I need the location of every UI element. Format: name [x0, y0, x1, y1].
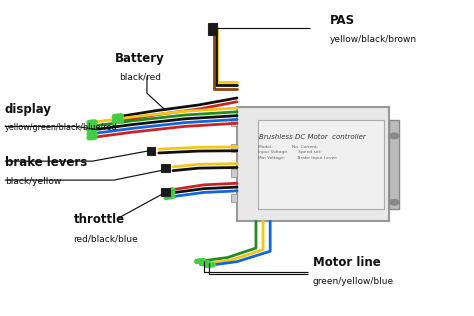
Text: green/yellow/blue: green/yellow/blue	[313, 277, 394, 286]
Text: black/red: black/red	[119, 73, 161, 82]
Text: black/yellow: black/yellow	[5, 177, 61, 186]
Text: PAS: PAS	[329, 14, 355, 27]
Text: Battery: Battery	[115, 52, 164, 65]
Text: Min Voltage:         Brake Input Lever:: Min Voltage: Brake Input Lever:	[258, 156, 338, 160]
Circle shape	[390, 199, 399, 205]
Text: yellow/black/brown: yellow/black/brown	[329, 35, 417, 44]
Bar	[389, 120, 399, 209]
Bar	[231, 144, 237, 152]
Bar	[237, 107, 389, 221]
Bar	[208, 23, 217, 35]
Text: red/black/blue: red/black/blue	[73, 234, 138, 243]
Text: Brushless DC Motor  controller: Brushless DC Motor controller	[259, 135, 366, 140]
Bar	[147, 147, 155, 155]
Text: display: display	[5, 102, 52, 116]
Bar	[161, 164, 170, 172]
Text: Model:              No. Current:: Model: No. Current:	[258, 145, 319, 149]
Bar	[231, 118, 237, 126]
Text: brake levers: brake levers	[5, 156, 87, 169]
Text: throttle: throttle	[73, 213, 125, 226]
Text: yellow/green/black/blue/red: yellow/green/black/blue/red	[5, 124, 117, 132]
Text: Motor line: Motor line	[313, 256, 381, 269]
Bar	[231, 194, 237, 202]
Circle shape	[390, 133, 399, 139]
Bar	[161, 188, 170, 196]
Bar	[231, 169, 237, 177]
Bar	[258, 120, 384, 209]
Text: Input Voltage:       Speed set:: Input Voltage: Speed set:	[258, 150, 322, 154]
